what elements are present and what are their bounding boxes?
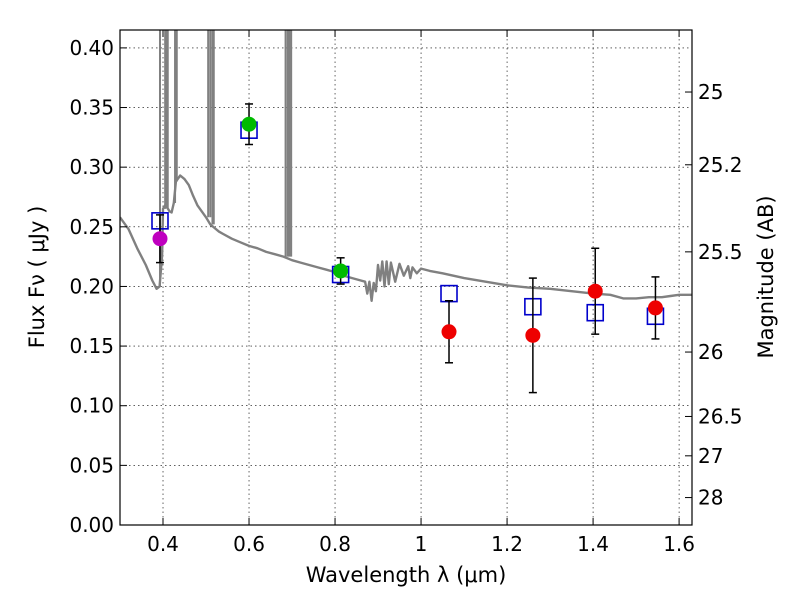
y-tick-label: 0.10 <box>69 394 114 418</box>
right-tick-label: 25.2 <box>698 153 743 177</box>
right-tick-label: 26 <box>698 340 723 364</box>
observed-point-near-IR <box>525 327 541 343</box>
data-layer <box>120 30 692 394</box>
x-tick-label: 1 <box>415 532 428 556</box>
grid <box>120 30 692 526</box>
x-tick-label: 1.2 <box>491 532 523 556</box>
x-tick-label: 0.8 <box>319 532 351 556</box>
right-tick-label: 25.5 <box>698 240 743 264</box>
x-axis-label: Wavelength λ (μm) <box>306 563 507 587</box>
right-tick-label: 25 <box>698 80 723 104</box>
x-tick-label: 0.6 <box>233 532 265 556</box>
y-tick-label: 0.30 <box>69 155 114 179</box>
right-axis-label: Magnitude (AB) <box>754 195 778 358</box>
right-tick-label: 26.5 <box>698 404 743 428</box>
x-tick-label: 1.6 <box>663 532 695 556</box>
plot-frame <box>119 29 693 526</box>
observed-point-near-IR <box>441 324 457 340</box>
observed-point-near-IR <box>647 300 663 316</box>
y-tick-label: 0.40 <box>69 36 114 60</box>
y-axis-label: Flux Fν ( μJy ) <box>25 206 49 349</box>
observed-point-near-IR <box>587 283 603 299</box>
y-tick-label: 0.20 <box>69 274 114 298</box>
right-tick-label: 27 <box>698 444 723 468</box>
x-tick-label: 1.4 <box>577 532 609 556</box>
observed-point-optical <box>333 263 349 279</box>
observed-point-u-band <box>152 231 168 247</box>
y-tick-label: 0.05 <box>69 453 114 477</box>
plot-background <box>120 30 692 525</box>
right-tick-label: 28 <box>698 486 723 510</box>
x-tick-label: 0.4 <box>147 532 179 556</box>
y-tick-label: 0.35 <box>69 96 114 120</box>
observed-point-optical <box>241 116 257 132</box>
ticks: 0.4 0.6 0.8 1 1.2 1.4 1.6 0.00 0.05 0.10 0.15 0.20 0… <box>69 30 743 556</box>
y-tick-label: 0.00 <box>69 513 114 537</box>
y-tick-label: 0.25 <box>69 215 114 239</box>
y-tick-label: 0.15 <box>69 334 114 358</box>
